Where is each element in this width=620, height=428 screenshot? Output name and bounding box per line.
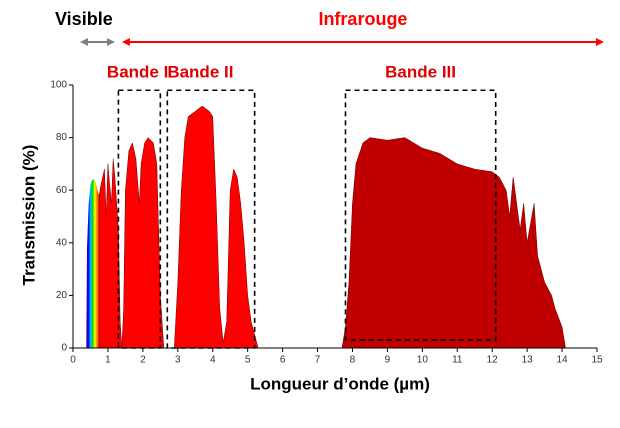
band-box: [117, 89, 162, 349]
y-axis-label: Transmission (%): [19, 145, 38, 286]
x-tick-label: 7: [315, 355, 321, 366]
x-tick-label: 11: [452, 355, 463, 366]
x-tick-label: 1: [105, 355, 111, 366]
arrow-label: Infrarouge: [318, 9, 407, 29]
y-tick-label: 60: [56, 185, 68, 196]
range-arrow: [79, 38, 115, 46]
x-axis-label: Longueur d’onde (µm): [250, 374, 430, 393]
band-box: [344, 89, 497, 341]
x-tick-label: 12: [487, 355, 499, 366]
x-tick-label: 14: [557, 355, 569, 366]
arrow-head: [79, 38, 115, 46]
x-tick-label: 3: [175, 355, 181, 366]
band-label: Bande II: [167, 62, 233, 81]
y-tick-label: 0: [61, 343, 67, 354]
y-tick-label: 40: [56, 237, 68, 248]
x-tick-label: 6: [280, 355, 286, 366]
y-tick-label: 80: [56, 132, 68, 143]
band-box: [166, 89, 256, 349]
area: [86, 179, 100, 348]
area: [341, 137, 566, 349]
x-tick-label: 9: [385, 355, 391, 366]
x-tick-label: 13: [522, 355, 534, 366]
x-tick-label: 4: [210, 355, 216, 366]
band-label: Bande III: [385, 62, 456, 81]
x-tick-label: 5: [245, 355, 251, 366]
band-label: Bande I: [107, 62, 168, 81]
x-tick-label: 2: [140, 355, 146, 366]
range-arrow: [121, 38, 604, 46]
x-tick-label: 15: [591, 355, 603, 366]
y-tick-label: 100: [50, 80, 67, 91]
x-tick-label: 10: [417, 355, 429, 366]
x-tick-label: 8: [350, 355, 356, 366]
y-tick-label: 20: [56, 290, 68, 301]
area: [98, 105, 259, 349]
arrow-label: Visible: [55, 9, 113, 29]
x-tick-label: 0: [70, 355, 76, 366]
